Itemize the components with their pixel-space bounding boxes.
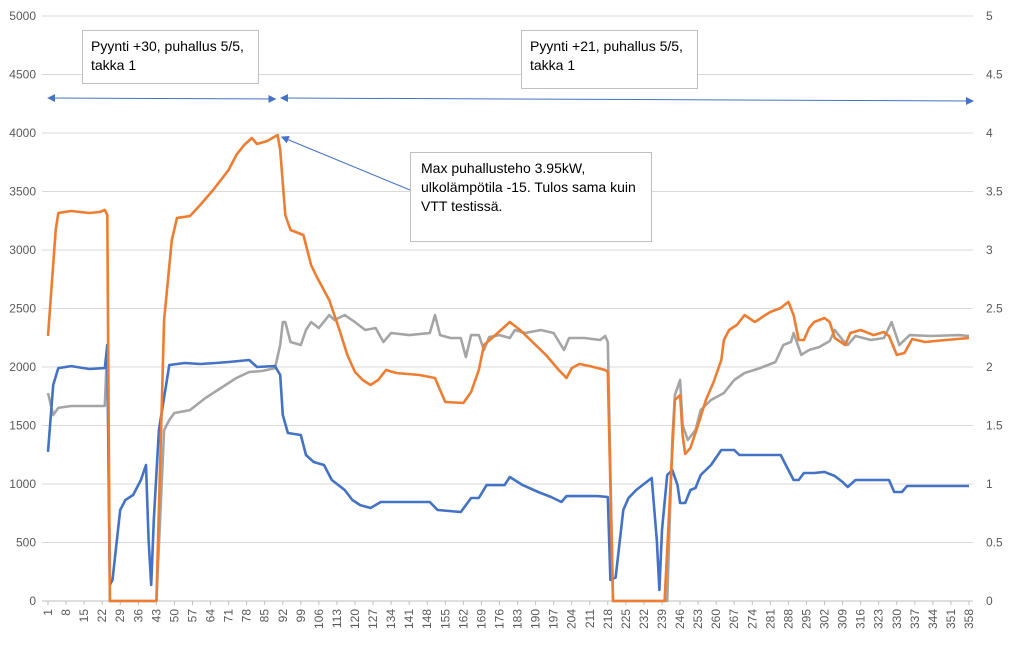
x-tick-label: 316: [854, 609, 868, 629]
x-tick-label: 15: [77, 609, 91, 623]
y-tick-label: 500: [16, 536, 36, 550]
x-tick-label: 120: [348, 609, 362, 629]
period-1-range-arrow: [47, 94, 277, 103]
x-tick-label: 358: [962, 609, 976, 629]
annotation-text-period-1: Pyynti +30, puhallus 5/5, takka 1: [91, 38, 244, 73]
gridlines: [42, 15, 973, 602]
right-axis-ticks: 0 0.5 1 1.5 2 2.5 3 3.5 4 4.5 5: [986, 9, 1003, 608]
x-tick-label: 1: [41, 609, 55, 616]
x-tick-label: 330: [890, 609, 904, 629]
y-tick-label: 2000: [9, 360, 36, 374]
x-tick-label: 295: [799, 609, 813, 629]
x-tick-label: 64: [204, 609, 218, 623]
x-tick-label: 344: [926, 609, 940, 629]
y2-tick-label: 3.5: [986, 185, 1003, 199]
x-tick-label: 204: [565, 609, 579, 629]
x-tick-label: 309: [836, 609, 850, 629]
period-2-range-arrow: [279, 94, 974, 105]
x-tick-label: 22: [95, 609, 109, 623]
x-tick-label: 246: [673, 609, 687, 629]
x-tick-label: 197: [547, 609, 561, 629]
x-tick-label: 43: [149, 609, 163, 623]
x-tick-label: 323: [872, 609, 886, 629]
series-line-blue: [46, 343, 969, 592]
y-tick-label: 4500: [9, 68, 36, 82]
x-tick-label: 267: [727, 609, 741, 629]
y2-tick-label: 1: [986, 477, 993, 491]
y-tick-label: 2500: [9, 302, 36, 316]
x-tick-label: 281: [763, 609, 777, 629]
y2-tick-label: 0: [986, 594, 993, 608]
x-tick-label: 337: [908, 609, 922, 629]
y2-tick-label: 3: [986, 243, 993, 257]
annotation-text-max-power: Max puhallusteho 3.95kW, ulkolämpötila -…: [421, 160, 636, 214]
y-tick-label: 1000: [9, 477, 36, 491]
x-tick-label: 155: [438, 609, 452, 629]
x-tick-label: 239: [655, 609, 669, 629]
x-tick-label: 36: [131, 609, 145, 623]
y2-tick-label: 5: [986, 9, 993, 23]
x-tick-label: 113: [330, 609, 344, 628]
x-tick-label: 162: [456, 609, 470, 629]
x-tick-label: 351: [944, 609, 958, 629]
max-power-callout-arrow: [280, 136, 411, 191]
y-tick-label: 1500: [9, 419, 36, 433]
y-tick-label: 4000: [9, 126, 36, 140]
left-axis-ticks: 0 500 1000 1500 2000 2500 3000 3500 4000 4500 5000: [9, 9, 36, 608]
x-tick-label: 141: [402, 609, 416, 629]
x-tick-label: 71: [222, 609, 236, 623]
x-tick-label: 232: [637, 609, 651, 629]
y-tick-label: 5000: [9, 9, 36, 23]
x-tick-label: 85: [258, 609, 272, 623]
x-tick-label: 92: [276, 609, 290, 623]
annotation-box-period-1: Pyynti +30, puhallus 5/5, takka 1: [82, 30, 259, 84]
series-lines: [46, 133, 970, 603]
x-tick-label: 57: [185, 609, 199, 623]
annotation-text-period-2: Pyynti +21, puhallus 5/5, takka 1: [530, 38, 683, 73]
y-tick-label: 0: [29, 594, 36, 608]
y2-tick-label: 2.5: [986, 302, 1003, 316]
x-tick-label: 134: [384, 609, 398, 629]
x-tick-label: 302: [818, 609, 832, 629]
x-tick-label: 274: [745, 609, 759, 629]
x-tick-label: 148: [420, 609, 434, 629]
x-axis-ticks: 1 8 15 22 29 36 43 50 57 64 71 78 85 92 99 106 113 120 127…: [41, 601, 976, 629]
x-tick-label: 127: [366, 609, 380, 629]
annotation-box-max-power: Max puhallusteho 3.95kW, ulkolämpötila -…: [410, 152, 652, 242]
y2-tick-label: 4.5: [986, 68, 1003, 82]
x-tick-label: 169: [474, 609, 488, 629]
x-tick-label: 211: [583, 609, 597, 628]
annotation-arrows: [47, 94, 974, 191]
x-tick-label: 288: [781, 609, 795, 629]
y2-tick-label: 4: [986, 126, 993, 140]
x-tick-label: 225: [619, 609, 633, 629]
x-tick-label: 50: [167, 609, 181, 623]
annotation-box-period-2: Pyynti +21, puhallus 5/5, takka 1: [521, 30, 698, 89]
x-tick-label: 183: [511, 609, 525, 629]
y2-tick-label: 0.5: [986, 536, 1003, 550]
x-tick-label: 190: [529, 609, 543, 629]
x-tick-label: 260: [709, 609, 723, 629]
y2-tick-label: 2: [986, 360, 993, 374]
y2-tick-label: 1.5: [986, 419, 1003, 433]
x-tick-label: 176: [492, 609, 506, 629]
y-tick-label: 3500: [9, 185, 36, 199]
x-tick-label: 29: [113, 609, 127, 623]
x-tick-label: 253: [691, 609, 705, 629]
series-line-orange: [46, 133, 970, 603]
x-tick-label: 106: [312, 609, 326, 629]
series-line-gray: [46, 313, 970, 603]
x-tick-label: 78: [240, 609, 254, 623]
x-tick-label: 99: [294, 609, 308, 623]
x-tick-label: 8: [59, 609, 73, 616]
x-tick-label: 218: [601, 609, 615, 629]
y-tick-label: 3000: [9, 243, 36, 257]
